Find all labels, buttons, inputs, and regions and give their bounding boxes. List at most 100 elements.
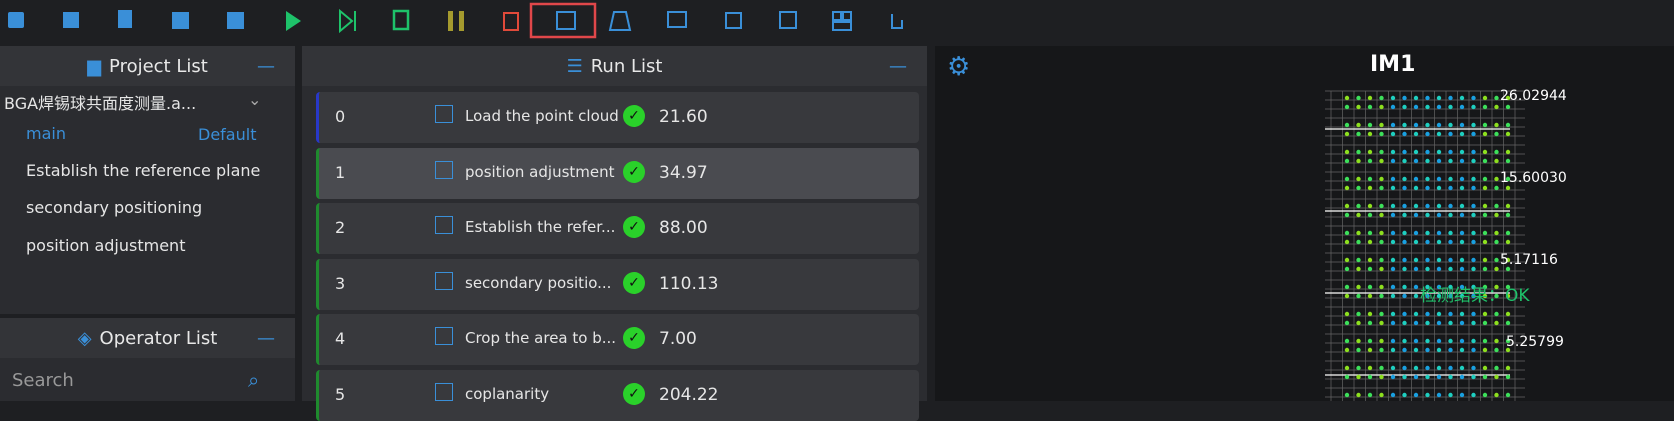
point: [1356, 149, 1361, 155]
point: [1356, 95, 1361, 101]
point: [1482, 95, 1488, 101]
point: [1402, 203, 1407, 209]
point: [1436, 158, 1442, 164]
point: [1379, 257, 1384, 263]
point: [1448, 122, 1453, 128]
point: [1494, 293, 1499, 299]
project-name[interactable]: BGA焊锡球共面度测量.a...: [4, 94, 197, 113]
point: [1482, 230, 1488, 236]
point: [1471, 158, 1476, 164]
point: [1471, 374, 1476, 380]
flow-item[interactable]: secondary positioning: [26, 198, 203, 217]
point: [1459, 365, 1465, 371]
point: [1379, 149, 1384, 155]
point: [1390, 185, 1396, 191]
point: [1413, 257, 1419, 263]
point: [1505, 230, 1511, 236]
point: [1390, 230, 1396, 236]
point: [1448, 266, 1453, 272]
point: [1367, 239, 1373, 245]
point: [1425, 284, 1430, 290]
point: [1436, 149, 1442, 155]
point: [1402, 185, 1407, 191]
point: [1402, 176, 1407, 182]
point: [1459, 158, 1465, 164]
point: [1448, 320, 1453, 326]
point: [1344, 239, 1350, 245]
status-ok: ✓: [623, 382, 645, 405]
point: [1459, 392, 1465, 398]
point: [1356, 185, 1361, 191]
search-box[interactable]: Search: [12, 370, 74, 391]
status-ok: ✓: [623, 160, 645, 183]
point: [1471, 338, 1476, 344]
point: [1367, 158, 1373, 164]
settings-icon[interactable]: ⚙: [947, 52, 971, 82]
point: [1344, 230, 1350, 236]
point: [1425, 257, 1430, 263]
point: [1505, 122, 1511, 128]
point: [1505, 293, 1511, 299]
point: [1379, 293, 1384, 299]
run-row[interactable]: 1 position adjustment ✓ 34.97: [316, 147, 919, 199]
point: [1448, 95, 1453, 101]
point: [1367, 131, 1373, 137]
search-icon[interactable]: ⌕: [248, 368, 260, 392]
flow-item[interactable]: position adjustment: [26, 236, 186, 255]
point: [1425, 158, 1430, 164]
point: [1356, 257, 1361, 263]
point: [1367, 338, 1373, 344]
point: [1482, 293, 1488, 299]
point: [1402, 365, 1407, 371]
point: [1356, 104, 1361, 110]
point: [1367, 365, 1373, 371]
point: [1448, 104, 1453, 110]
point: [1356, 122, 1361, 128]
step-icon: [435, 382, 453, 401]
run-row[interactable]: 0 Load the point cloud ✓ 21.60: [316, 92, 919, 143]
run-row[interactable]: 4 Crop the area to b... ✓ 7.00: [316, 314, 919, 365]
point: [1379, 392, 1384, 398]
point: [1494, 365, 1499, 371]
point: [1448, 284, 1453, 290]
run-row[interactable]: 3 secondary positio... ✓ 110.13: [316, 258, 919, 310]
step-index: 4: [335, 329, 346, 348]
point: [1505, 347, 1511, 353]
point: [1344, 365, 1350, 371]
point: [1402, 347, 1407, 353]
point: [1494, 239, 1499, 245]
run-title: Run List: [590, 55, 663, 77]
point: [1367, 266, 1373, 272]
run-row[interactable]: 2 Establish the refer... ✓ 88.00: [316, 203, 919, 254]
point: [1436, 392, 1442, 398]
point: [1344, 158, 1350, 164]
point: [1379, 203, 1384, 209]
point: [1436, 284, 1442, 290]
step-icon: [435, 271, 453, 290]
point: [1494, 320, 1499, 326]
step-time: 204.22: [659, 384, 719, 405]
flow-item[interactable]: Establish the reference plane: [26, 161, 261, 180]
expand-arrow[interactable]: ⌄: [248, 90, 262, 109]
step-icon: [435, 327, 453, 345]
step-name: Establish the refer...: [465, 218, 616, 236]
point: [1402, 293, 1407, 299]
point: [1482, 185, 1488, 191]
run-row[interactable]: 5 coplanarity ✓ 204.22: [316, 369, 919, 421]
point: [1413, 347, 1419, 353]
step-index: 5: [335, 384, 346, 404]
point: [1482, 176, 1488, 182]
point: [1505, 338, 1511, 344]
flow-name[interactable]: main: [26, 124, 66, 143]
point: [1413, 392, 1419, 398]
point: [1379, 266, 1384, 272]
point: [1494, 122, 1499, 128]
project-panel: ▆ Project List — BGA焊锡球共面度测量.a... ⌄ main D…: [0, 46, 295, 314]
point: [1505, 95, 1511, 101]
point: [1367, 392, 1373, 398]
point: [1367, 284, 1373, 290]
point: [1413, 266, 1419, 272]
step-time: 21.60: [659, 107, 708, 127]
point: [1471, 230, 1476, 236]
run-header: ☰ Run List —: [302, 46, 927, 86]
